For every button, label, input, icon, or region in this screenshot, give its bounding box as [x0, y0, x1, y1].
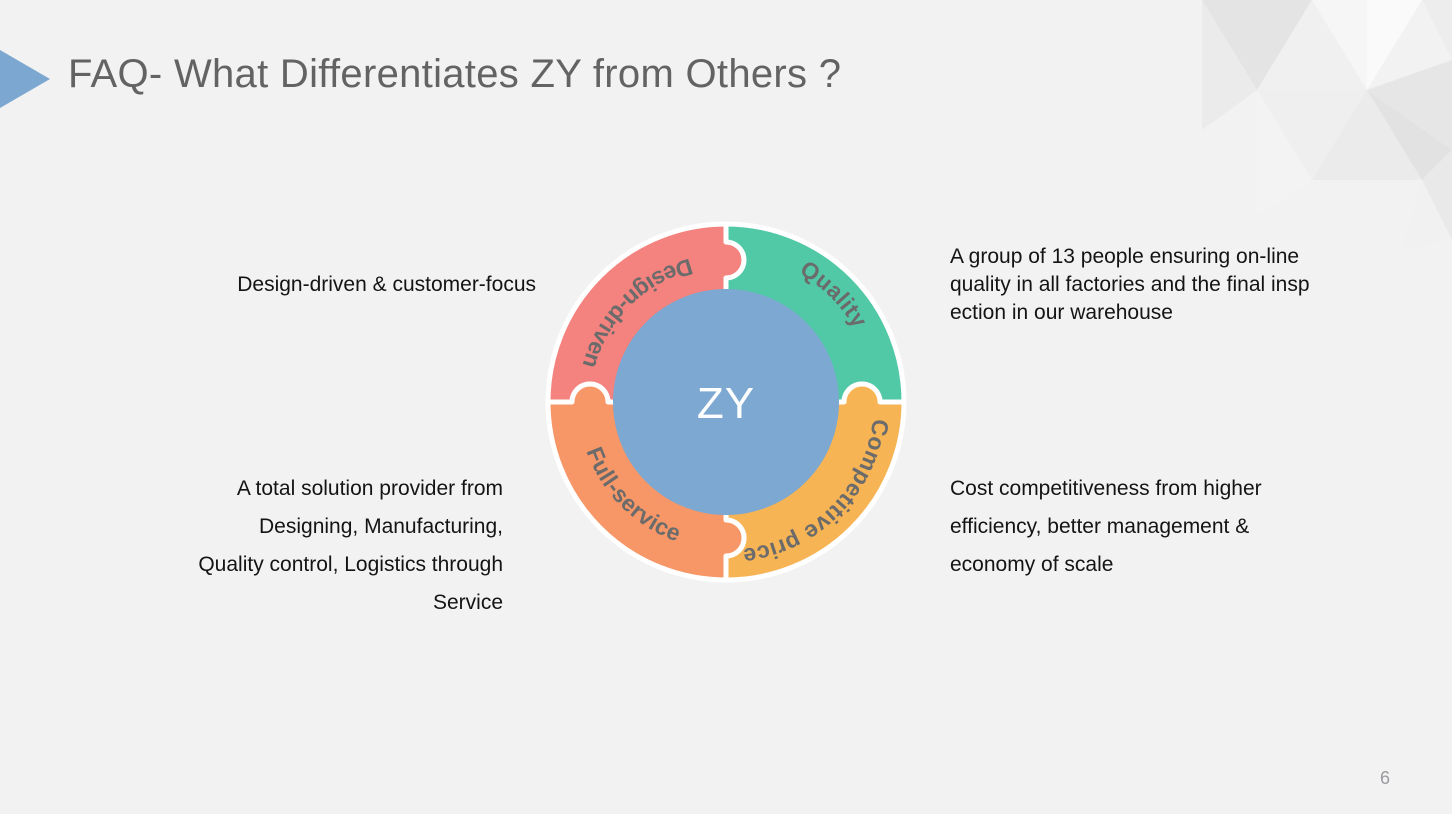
title-arrow-icon	[0, 50, 50, 108]
callout-competitive-price: Cost competitiveness from higher efficie…	[950, 477, 1262, 576]
callout-design-driven: Design-driven & customer-focus	[237, 273, 536, 296]
segment-full-service[interactable]	[545, 381, 747, 583]
callout-full-service: A total solution provider from Designing…	[198, 477, 503, 614]
diagram-center-disc[interactable]	[613, 289, 839, 515]
decorative-polygon-pattern	[1202, 0, 1452, 250]
puzzle-ring-diagram: ZY Design-driven Quality Competitive pri…	[545, 221, 907, 583]
page-number: 6	[1379, 768, 1390, 788]
diagram-center-label: ZY	[697, 379, 755, 428]
page-title: FAQ- What Differentiates ZY from Others …	[68, 52, 842, 96]
callout-quality: A group of 13 people ensuring on-line qu…	[950, 245, 1310, 324]
